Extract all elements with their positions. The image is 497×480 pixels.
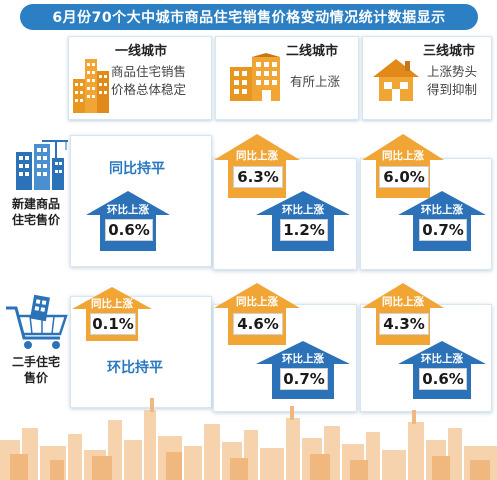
mom-label: 环比上涨 [107, 204, 149, 216]
yoy-value: 0.1% [90, 313, 136, 335]
column-header-tier1: 一线城市 商品住宅销售 价格总体稳定 [68, 36, 212, 120]
row-label-used: 二手住宅 售价 [4, 354, 68, 386]
row-label-line: 新建商品 [11, 197, 60, 211]
column-desc-line: 上涨势头 [427, 64, 478, 79]
mom-value: 1.2% [280, 219, 328, 241]
column-desc: 上涨势头 得到抑制 [427, 63, 477, 99]
apartment-icon [230, 53, 280, 101]
house-icon [373, 59, 419, 101]
mom-value: 0.7% [280, 368, 328, 390]
yoy-up-arrow: 同比上涨 4.3% [362, 283, 444, 345]
mom-up-arrow: 环比上涨 1.2% [256, 191, 350, 251]
mom-up-arrow: 环比上涨 0.7% [398, 191, 486, 251]
yoy-label: 同比上涨 [382, 150, 424, 162]
column-desc-line: 商品住宅销售 [111, 64, 187, 79]
shopping-cart-icon [6, 294, 68, 349]
yoy-label: 同比上涨 [236, 150, 278, 162]
column-desc: 有所上涨 [290, 73, 340, 91]
page-title: 6月份70个大中城市商品住宅销售价格变动情况统计数据显示 [20, 4, 478, 30]
column-title: 二线城市 [286, 44, 339, 59]
mom-flat-text: 环比持平 [107, 360, 163, 376]
yoy-value: 6.3% [233, 166, 283, 188]
yoy-up-arrow: 同比上涨 6.3% [214, 134, 300, 198]
column-header-tier3: 三线城市 上涨势头 得到抑制 [362, 36, 492, 120]
tower-crane-icon [16, 140, 68, 190]
mom-label: 环比上涨 [282, 353, 324, 365]
row-label-new: 新建商品 住宅售价 [4, 196, 68, 228]
yoy-flat-text: 同比持平 [109, 161, 165, 177]
yoy-label: 同比上涨 [382, 296, 424, 308]
yoy-value: 4.3% [379, 313, 429, 335]
column-desc: 商品住宅销售 价格总体稳定 [111, 63, 186, 99]
column-desc-line: 得到抑制 [427, 82, 478, 97]
mom-label: 环比上涨 [421, 353, 463, 365]
mom-value: 0.6% [105, 219, 153, 241]
mom-up-arrow: 环比上涨 0.6% [86, 191, 170, 251]
column-title: 三线城市 [423, 44, 476, 59]
mom-value: 0.6% [419, 368, 467, 390]
column-desc-line: 价格总体稳定 [111, 82, 187, 97]
mom-label: 环比上涨 [282, 204, 324, 216]
mom-up-arrow: 环比上涨 0.6% [398, 341, 486, 399]
yoy-label: 同比上涨 [236, 296, 278, 308]
yoy-value: 4.6% [233, 313, 283, 335]
column-desc-line: 有所上涨 [290, 74, 341, 89]
yoy-value: 6.0% [379, 166, 429, 188]
yoy-up-arrow: 同比上涨 0.1% [72, 287, 152, 341]
office-buildings-icon [73, 59, 109, 113]
yoy-label: 同比上涨 [91, 298, 133, 310]
yoy-up-arrow: 同比上涨 4.6% [214, 283, 300, 345]
column-title: 一线城市 [115, 44, 168, 59]
mom-value: 0.7% [419, 219, 467, 241]
city-skyline-icon [0, 398, 497, 480]
yoy-up-arrow: 同比上涨 6.0% [362, 134, 444, 198]
row-label-line: 售价 [23, 371, 48, 385]
mom-up-arrow: 环比上涨 0.7% [256, 341, 350, 399]
row-label-line: 二手住宅 [11, 355, 60, 369]
column-header-tier2: 二线城市 有所上涨 [215, 36, 359, 120]
row-label-line: 住宅售价 [11, 213, 60, 227]
mom-label: 环比上涨 [421, 204, 463, 216]
